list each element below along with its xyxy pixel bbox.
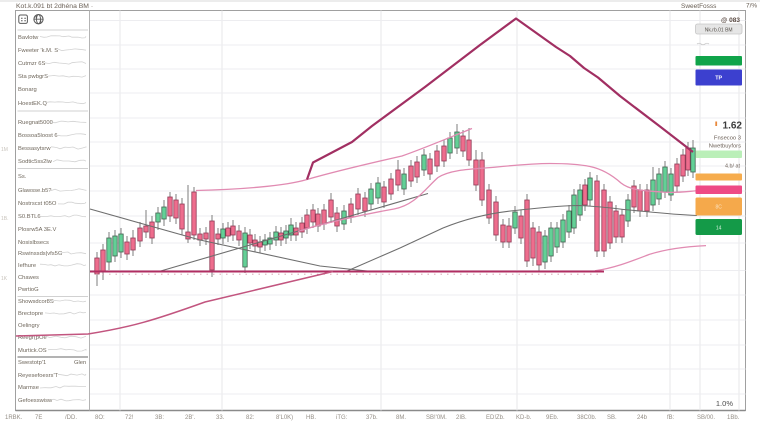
svg-text:SweetFosss: SweetFosss: [681, 3, 717, 10]
svg-text:Reegr(pOe: Reegr(pOe: [18, 335, 47, 341]
svg-text:2B'.: 2B'.: [185, 415, 195, 421]
svg-text:Nwetbuyfors: Nwetbuyfors: [709, 144, 741, 150]
svg-text:8M.: 8M.: [396, 415, 406, 421]
svg-text:fB:: fB:: [667, 415, 675, 421]
svg-text:HoestEK.Q: HoestEK.Q: [18, 101, 47, 107]
svg-text:1RBK.: 1RBK.: [5, 415, 23, 421]
svg-text:2IB.: 2IB.: [456, 415, 467, 421]
svg-text:Reyesefoesrs'T: Reyesefoesrs'T: [18, 373, 59, 379]
svg-text:Fweeter 'k.M. S: Fweeter 'k.M. S: [18, 48, 58, 54]
svg-text:1.0%: 1.0%: [716, 399, 733, 408]
svg-text:Nosislbsecs: Nosislbsecs: [18, 240, 49, 246]
svg-text:1.62: 1.62: [723, 121, 743, 132]
svg-text:SB!'0M.: SB!'0M.: [426, 415, 447, 421]
svg-text:Glawsse.b5?: Glawsse.b5?: [18, 188, 52, 194]
svg-text:Glen: Glen: [74, 360, 86, 366]
svg-text:Ruegnat5000: Ruegnat5000: [18, 120, 53, 126]
svg-text:S0.BTL6: S0.BTL6: [18, 214, 41, 220]
svg-text:Rswinssds|vfs5G: Rswinssds|vfs5G: [18, 251, 63, 257]
svg-text:PwrtioG: PwrtioG: [18, 287, 39, 293]
svg-text:KD-b.: KD-b.: [516, 415, 532, 421]
svg-text:Ss.: Ss.: [18, 174, 27, 180]
svg-text:Sodtic5ss2lw: Sodtic5ss2lw: [18, 159, 53, 165]
svg-text:@ 083: @ 083: [721, 17, 740, 24]
svg-text:Nostrscst t05O: Nostrscst t05O: [18, 201, 57, 207]
svg-text:1M: 1M: [1, 147, 8, 153]
svg-text:14: 14: [716, 226, 722, 232]
svg-text:Showsdcor8S: Showsdcor8S: [18, 299, 54, 305]
svg-text:Iefhure: Iefhure: [18, 263, 36, 269]
svg-text:SB/00.: SB/00.: [697, 415, 715, 421]
svg-text:Bonarg: Bonarg: [18, 87, 37, 93]
svg-text:82:: 82:: [246, 415, 255, 421]
svg-text:9Eb.: 9Eb.: [546, 415, 559, 421]
svg-text:Bavlotw: Bavlotw: [18, 35, 39, 41]
svg-text:24b: 24b: [637, 415, 648, 421]
svg-text:Nk.rb.01 BM: Nk.rb.01 BM: [705, 27, 733, 33]
svg-text:Bessasytsrw: Bessasytsrw: [18, 146, 51, 152]
svg-text:Sta pwbgrS: Sta pwbgrS: [18, 74, 48, 80]
svg-text:/DD.: /DD.: [65, 415, 77, 421]
svg-text:8O:: 8O:: [95, 415, 105, 421]
svg-text:HB.: HB.: [306, 415, 316, 421]
svg-text:1B.: 1B.: [1, 216, 9, 222]
svg-text:TP: TP: [715, 76, 722, 82]
svg-text:Cutmzr 6S: Cutmzr 6S: [18, 61, 46, 67]
svg-text:37b.: 37b.: [366, 415, 378, 421]
svg-text:Fnsecoo 3: Fnsecoo 3: [714, 136, 741, 142]
svg-text:SB.: SB.: [607, 415, 617, 421]
svg-text:ED!Zb.: ED!Zb.: [486, 415, 505, 421]
svg-text:Kot.k.091 bt 2dhéna BM ·: Kot.k.091 bt 2dhéna BM ·: [16, 3, 93, 10]
svg-text:Gefoesswisw: Gefoesswisw: [18, 398, 53, 404]
svg-text:38C0b.: 38C0b.: [577, 415, 597, 421]
svg-text:Swestotp'1: Swestotp'1: [18, 360, 46, 366]
svg-text:3B:: 3B:: [155, 415, 164, 421]
svg-text:8'L0K): 8'L0K): [276, 415, 293, 421]
svg-text:Oelingry: Oelingry: [18, 323, 40, 329]
svg-text:iTG:: iTG:: [336, 415, 348, 421]
svg-text:33.: 33.: [216, 415, 225, 421]
svg-text:Bossoa5loost 6: Bossoa5loost 6: [18, 133, 58, 139]
svg-text:1Bb.: 1Bb.: [727, 415, 740, 421]
svg-text:7E: 7E: [35, 415, 42, 421]
svg-text:8C: 8C: [715, 205, 722, 211]
svg-text:Chawes: Chawes: [18, 275, 39, 281]
svg-text:4.b/ at: 4.b/ at: [725, 164, 740, 170]
svg-text:72!: 72!: [125, 415, 134, 421]
svg-text:Murtick.OS: Murtick.OS: [18, 348, 47, 354]
svg-text:7/%: 7/%: [746, 3, 757, 10]
svg-text:Plosrw5A 3E.V: Plosrw5A 3E.V: [18, 227, 56, 233]
svg-text:Brectopre: Brectopre: [18, 311, 43, 317]
svg-text:Marmse: Marmse: [18, 385, 39, 391]
svg-text:1K: 1K: [1, 276, 8, 282]
